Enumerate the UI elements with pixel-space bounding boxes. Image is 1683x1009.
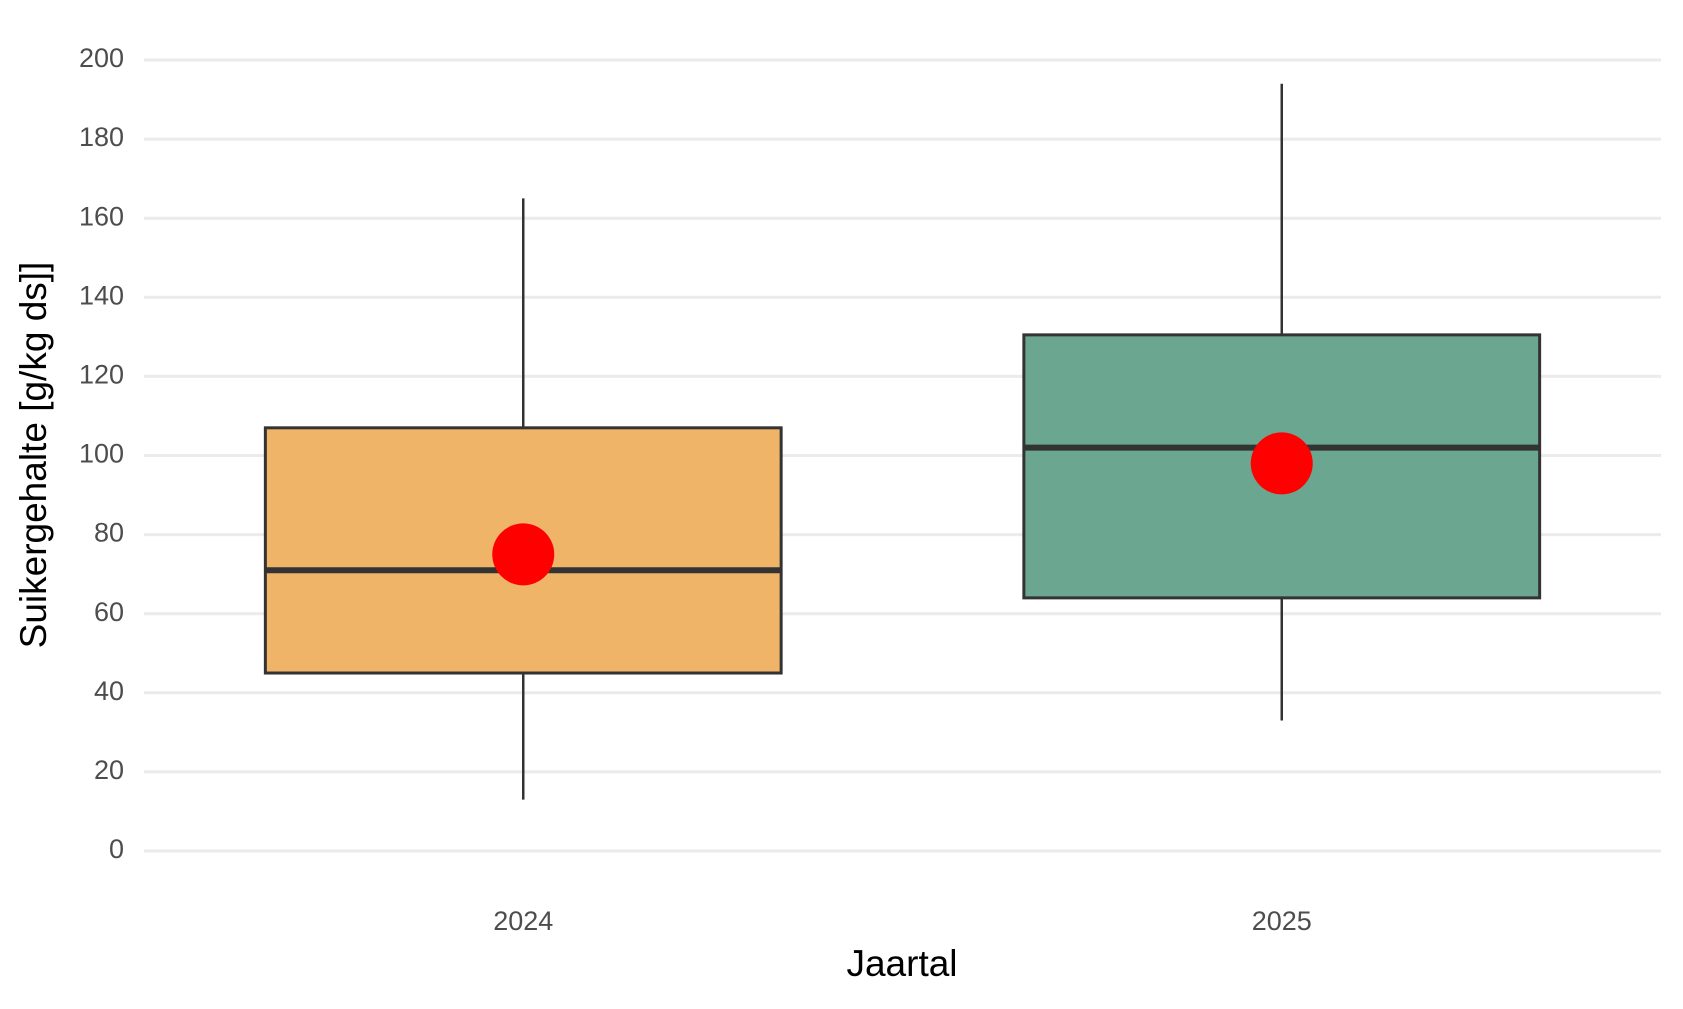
x-axis-title: Jaartal <box>846 943 957 984</box>
y-tick-label: 160 <box>79 201 124 231</box>
y-tick-label: 180 <box>79 122 124 152</box>
y-axis-title: Suikergehalte [g/kg ds]] <box>13 262 54 649</box>
x-tick-label: 2025 <box>1252 906 1312 936</box>
y-tick-label: 100 <box>79 439 124 469</box>
y-tick-label: 200 <box>79 43 124 73</box>
mean-point <box>1250 432 1313 495</box>
y-tick-label: 20 <box>94 755 124 785</box>
y-tick-label: 140 <box>79 280 124 310</box>
x-tick-label: 2024 <box>493 906 553 936</box>
y-tick-label: 60 <box>94 597 124 627</box>
mean-point <box>492 523 555 586</box>
y-tick-label: 0 <box>109 834 124 864</box>
y-tick-label: 80 <box>94 518 124 548</box>
y-tick-label: 120 <box>79 360 124 390</box>
y-tick-label: 40 <box>94 676 124 706</box>
